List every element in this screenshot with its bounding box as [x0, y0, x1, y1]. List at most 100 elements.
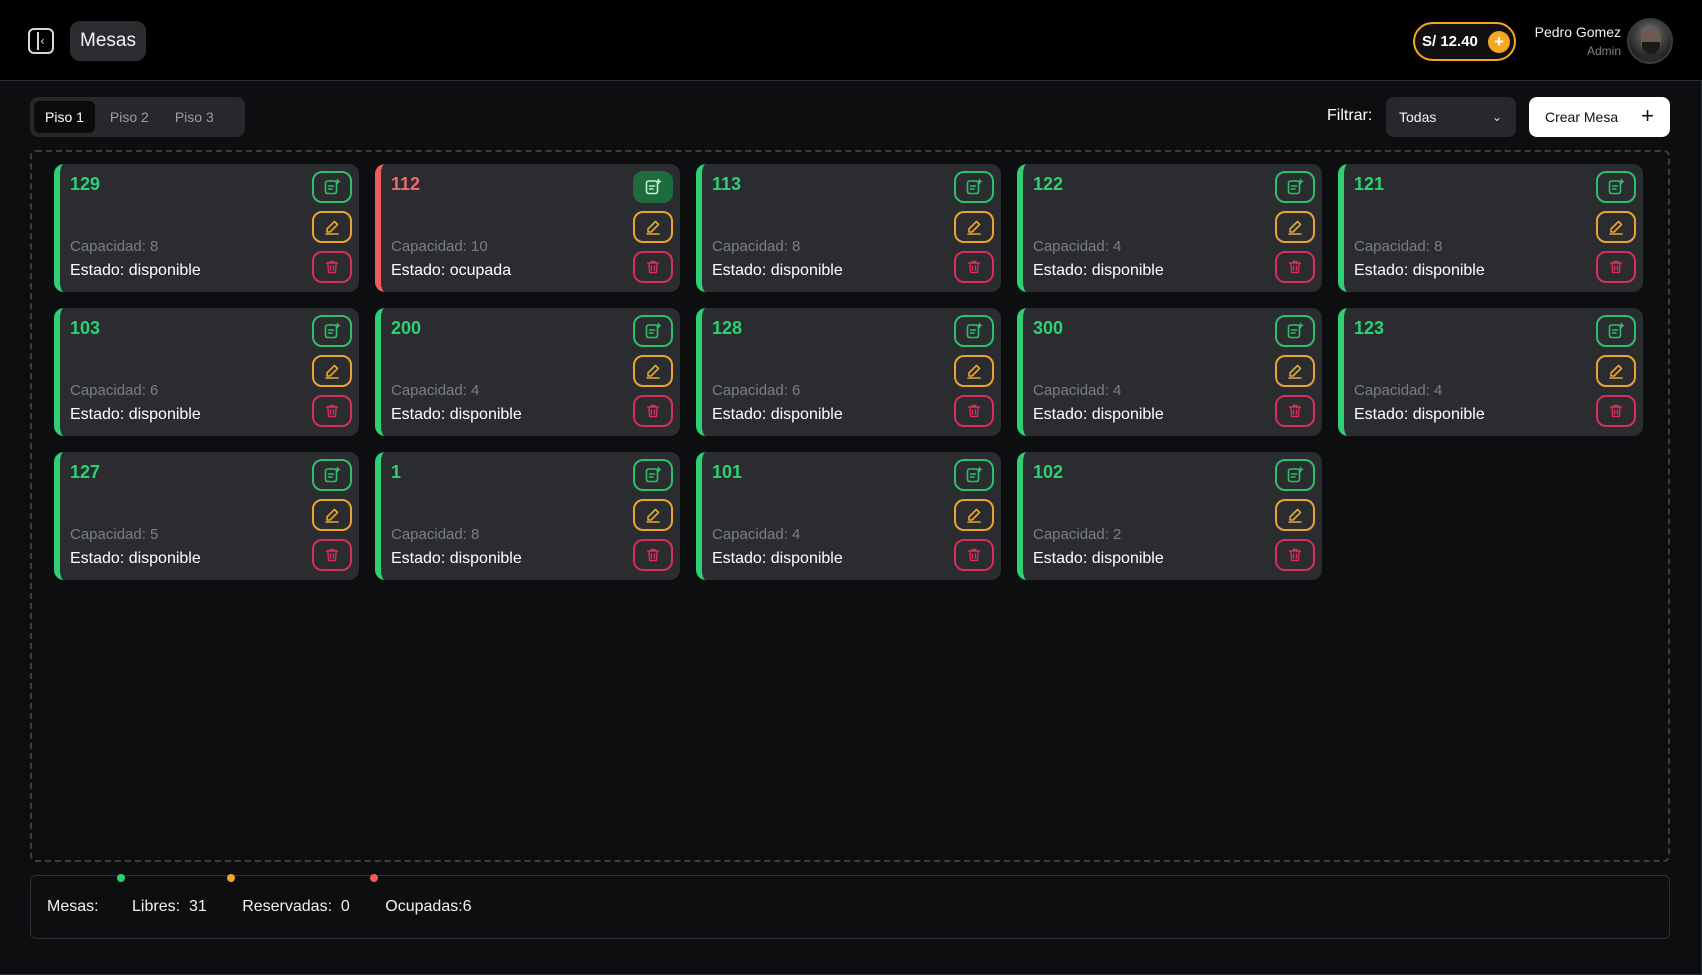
add-order-icon [644, 322, 662, 340]
new-order-button[interactable] [1275, 315, 1315, 347]
new-order-button[interactable] [633, 459, 673, 491]
chevron-down-icon: ⌄ [1491, 110, 1502, 124]
delete-table-button[interactable] [633, 395, 673, 427]
table-capacity: Capacidad: 8 [712, 238, 801, 255]
new-order-button[interactable] [1596, 315, 1636, 347]
edit-table-button[interactable] [312, 211, 352, 243]
reserved-count: 0 [340, 898, 350, 915]
new-order-button[interactable] [312, 171, 352, 203]
table-card[interactable]: 128 Capacidad: 6 Estado: disponible [696, 308, 1001, 436]
plus-icon: + [1641, 103, 1654, 128]
floor-tab-2[interactable]: Piso 2 [109, 109, 149, 125]
add-order-icon [644, 466, 662, 484]
delete-table-button[interactable] [633, 251, 673, 283]
new-order-button[interactable] [1275, 171, 1315, 203]
edit-table-button[interactable] [633, 211, 673, 243]
edit-table-button[interactable] [312, 355, 352, 387]
table-card[interactable]: 1 Capacidad: 8 Estado: disponible [375, 452, 680, 580]
new-order-button[interactable] [633, 171, 673, 203]
delete-table-button[interactable] [954, 395, 994, 427]
table-number: 129 [70, 174, 101, 194]
table-status: Estado: disponible [712, 262, 843, 279]
create-table-button[interactable]: Crear Mesa + [1529, 97, 1670, 137]
trash-icon [1608, 259, 1624, 275]
table-status: Estado: disponible [391, 550, 522, 567]
table-card[interactable]: 113 Capacidad: 8 Estado: disponible [696, 164, 1001, 292]
new-order-button[interactable] [954, 315, 994, 347]
trash-icon [324, 547, 340, 563]
table-card[interactable]: 103 Capacidad: 6 Estado: disponible [54, 308, 359, 436]
edit-table-button[interactable] [1596, 355, 1636, 387]
table-card[interactable]: 300 Capacidad: 4 Estado: disponible [1017, 308, 1322, 436]
table-capacity: Capacidad: 5 [70, 526, 159, 543]
edit-icon [965, 218, 983, 236]
edit-table-button[interactable] [633, 499, 673, 531]
edit-table-button[interactable] [954, 499, 994, 531]
table-capacity: Capacidad: 2 [1033, 526, 1122, 543]
delete-table-button[interactable] [1275, 251, 1315, 283]
table-card[interactable]: 102 Capacidad: 2 Estado: disponible [1017, 452, 1322, 580]
edit-icon [965, 506, 983, 524]
edit-icon [644, 218, 662, 236]
trash-icon [645, 259, 661, 275]
table-capacity: Capacidad: 4 [712, 526, 801, 543]
table-card[interactable]: 123 Capacidad: 4 Estado: disponible [1338, 308, 1643, 436]
floor-tab-1[interactable]: Piso 1 [34, 101, 95, 133]
add-order-icon [323, 466, 341, 484]
table-card[interactable]: 200 Capacidad: 4 Estado: disponible [375, 308, 680, 436]
edit-table-button[interactable] [1275, 499, 1315, 531]
floor-tabs: Piso 1 Piso 2 Piso 3 [30, 97, 245, 137]
table-capacity: Capacidad: 4 [391, 382, 480, 399]
table-number: 112 [391, 174, 421, 194]
table-number: 113 [712, 174, 742, 194]
balance-badge[interactable]: S/ 12.40 + [1413, 22, 1516, 61]
new-order-button[interactable] [1596, 171, 1636, 203]
table-card[interactable]: 121 Capacidad: 8 Estado: disponible [1338, 164, 1643, 292]
table-capacity: Capacidad: 8 [70, 238, 159, 255]
delete-table-button[interactable] [954, 251, 994, 283]
delete-table-button[interactable] [954, 539, 994, 571]
sidebar-toggle-icon[interactable]: ‹ [28, 28, 54, 54]
new-order-button[interactable] [954, 459, 994, 491]
add-balance-icon[interactable]: + [1488, 31, 1510, 53]
table-card[interactable]: 101 Capacidad: 4 Estado: disponible [696, 452, 1001, 580]
delete-table-button[interactable] [312, 251, 352, 283]
filter-select[interactable]: Todas ⌄ [1386, 97, 1516, 137]
trash-icon [966, 547, 982, 563]
avatar[interactable] [1627, 18, 1673, 64]
summary-label: Mesas: [47, 898, 99, 915]
table-number: 122 [1033, 174, 1064, 194]
table-card[interactable]: 127 Capacidad: 5 Estado: disponible [54, 452, 359, 580]
new-order-button[interactable] [1275, 459, 1315, 491]
edit-table-button[interactable] [312, 499, 352, 531]
delete-table-button[interactable] [1275, 539, 1315, 571]
delete-table-button[interactable] [1596, 395, 1636, 427]
new-order-button[interactable] [312, 459, 352, 491]
edit-table-button[interactable] [954, 211, 994, 243]
delete-table-button[interactable] [312, 539, 352, 571]
new-order-button[interactable] [312, 315, 352, 347]
table-card[interactable]: 129 Capacidad: 8 Estado: disponible [54, 164, 359, 292]
delete-table-button[interactable] [312, 395, 352, 427]
table-capacity: Capacidad: 6 [70, 382, 159, 399]
table-card[interactable]: 122 Capacidad: 4 Estado: disponible [1017, 164, 1322, 292]
trash-icon [1608, 403, 1624, 419]
table-card[interactable]: 112 Capacidad: 10 Estado: ocupada [375, 164, 680, 292]
floor-tab-3[interactable]: Piso 3 [174, 109, 214, 125]
edit-table-button[interactable] [1596, 211, 1636, 243]
edit-icon [323, 218, 341, 236]
new-order-button[interactable] [954, 171, 994, 203]
delete-table-button[interactable] [633, 539, 673, 571]
edit-table-button[interactable] [954, 355, 994, 387]
table-status: Estado: disponible [712, 406, 843, 423]
balance-amount: S/ 12.40 [1422, 33, 1478, 50]
edit-table-button[interactable] [633, 355, 673, 387]
edit-table-button[interactable] [1275, 211, 1315, 243]
edit-table-button[interactable] [1275, 355, 1315, 387]
delete-table-button[interactable] [1596, 251, 1636, 283]
occupied-dot-icon [370, 874, 379, 882]
trash-icon [324, 403, 340, 419]
new-order-button[interactable] [633, 315, 673, 347]
delete-table-button[interactable] [1275, 395, 1315, 427]
